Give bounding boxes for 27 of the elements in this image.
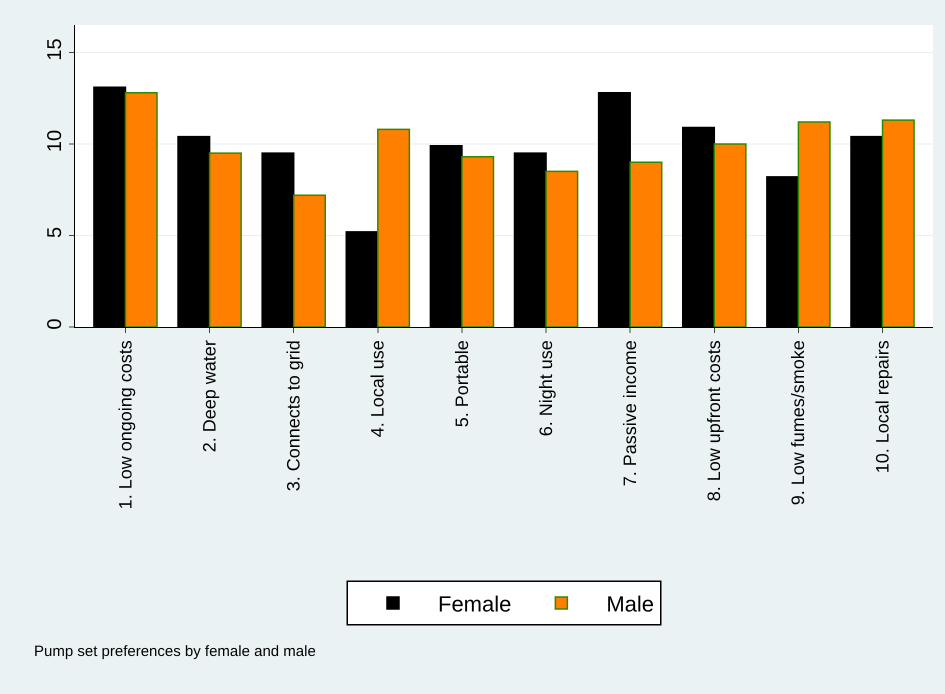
bar (629, 162, 662, 327)
x-tick-label: 9. Low fumes/smoke (788, 340, 808, 506)
bar (882, 119, 915, 327)
legend-label: Female (438, 592, 512, 617)
text: Pump set preferences by female and male (34, 643, 316, 660)
y-tick-label: 0 (44, 318, 66, 330)
bar (377, 128, 410, 327)
y-tick-label: 15 (44, 38, 66, 61)
x-tick-label: 5. Portable (452, 340, 472, 428)
bar (461, 156, 494, 327)
bar (208, 152, 242, 327)
bar (798, 121, 831, 327)
y-tick-label: 5 (44, 226, 66, 238)
x-tick-label: 1. Low ongoing costs (115, 340, 136, 510)
x-tick-label: 8. Low upfront costs (704, 340, 724, 502)
x-tick-label: 7. Passive income (620, 340, 640, 486)
x-tick-label: 4. Local use (368, 340, 388, 438)
bar (292, 194, 326, 327)
bar (714, 143, 747, 327)
x-tick-label: 10. Local repairs (872, 340, 892, 474)
x-tick-label: 2. Deep water (199, 340, 220, 452)
y-tick-label: 10 (44, 130, 66, 152)
bar (545, 170, 578, 327)
legend-label: Male (606, 592, 654, 617)
bar (124, 92, 158, 327)
x-tick-label: 3. Connects to grid (284, 340, 304, 492)
x-tick-label: 6. Night use (536, 340, 556, 436)
